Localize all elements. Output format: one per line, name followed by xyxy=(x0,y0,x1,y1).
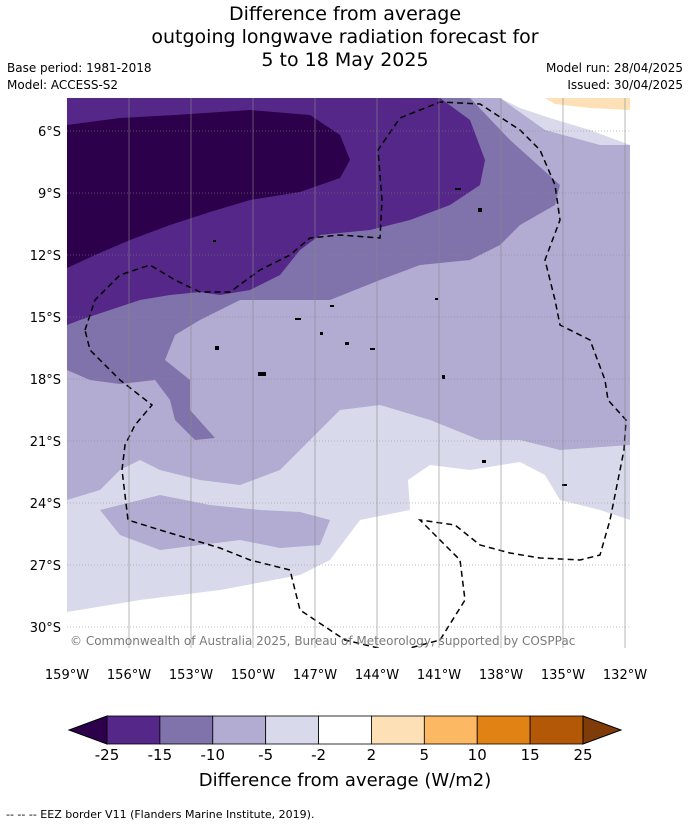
colorbar-segment xyxy=(106,715,161,745)
colorbar-segment xyxy=(318,715,372,745)
eez-border xyxy=(84,101,627,648)
lon-label: 141°W xyxy=(417,668,461,683)
colorbar-tick-label: -2 xyxy=(311,746,327,764)
colorbar-title: Difference from average (W/m2) xyxy=(198,770,492,791)
chart-title-line-1: Difference from average xyxy=(228,3,462,25)
model-label: Model: ACCESS-S2 xyxy=(7,78,119,92)
lat-label: 21°S xyxy=(30,435,61,450)
lon-label: 150°W xyxy=(231,668,275,683)
lat-label: 9°S xyxy=(38,187,61,202)
colorbar-extend-low xyxy=(67,715,108,745)
colorbar-tick-label: 5 xyxy=(419,746,430,764)
colorbar-segment xyxy=(212,715,267,745)
field-near-normal-south xyxy=(67,462,630,648)
colorbar-tick-label: 2 xyxy=(366,746,377,764)
lat-label: 27°S xyxy=(30,559,61,574)
colorbar-extend-high xyxy=(582,715,623,745)
issued-label: Issued: 30/04/2025 xyxy=(567,78,683,92)
colorbar-tick-label: 10 xyxy=(467,746,487,764)
lat-label: 15°S xyxy=(30,311,61,326)
longitude-axis: 159°W 156°W 153°W 150°W 147°W 144°W 141°… xyxy=(45,668,647,683)
contour-fields xyxy=(67,98,630,648)
field-minus10-to-minus5-tongue xyxy=(100,495,330,550)
eez-footer-note: -- -- -- EEZ border V11 (Flanders Marine… xyxy=(6,808,315,821)
field-positive-patch xyxy=(545,98,630,110)
lat-label: 12°S xyxy=(30,249,61,264)
colorbar-segment xyxy=(265,715,319,745)
lon-label: 156°W xyxy=(107,668,151,683)
lat-label: 18°S xyxy=(30,373,61,388)
colorbar xyxy=(67,715,623,745)
chart-title-line-3: 5 to 18 May 2025 xyxy=(261,49,429,71)
gridlines xyxy=(67,98,630,648)
colorbar-segment xyxy=(423,715,478,745)
colorbar-segment xyxy=(529,715,584,745)
island-markers xyxy=(213,188,567,486)
lon-label: 153°W xyxy=(169,668,213,683)
lon-label: 135°W xyxy=(541,668,585,683)
colorbar-tick-label: 25 xyxy=(573,746,593,764)
field-near-normal-northeast xyxy=(500,98,630,145)
colorbar-segment xyxy=(371,715,425,745)
base-period-label: Base period: 1981-2018 xyxy=(7,61,152,75)
colorbar-tick-label: -5 xyxy=(258,746,274,764)
lat-label: 30°S xyxy=(30,621,61,636)
colorbar-tick-label: 15 xyxy=(520,746,540,764)
colorbar-segment xyxy=(476,715,531,745)
model-run-label: Model run: 28/04/2025 xyxy=(545,61,683,75)
lat-label: 6°S xyxy=(38,125,61,140)
lon-label: 147°W xyxy=(293,668,337,683)
copyright-notice: © Commonwealth of Australia 2025, Bureau… xyxy=(70,634,576,648)
latitude-axis: 6°S 9°S 12°S 15°S 18°S 21°S 24°S 27°S 30… xyxy=(30,125,61,636)
chart-title-line-2: outgoing longwave radiation forecast for xyxy=(151,26,539,48)
lon-label: 144°W xyxy=(355,668,399,683)
colorbar-tick-label: -10 xyxy=(200,746,226,764)
lat-label: 24°S xyxy=(30,497,61,512)
lon-label: 138°W xyxy=(479,668,523,683)
lon-label: 132°W xyxy=(603,668,647,683)
colorbar-tick-label: -15 xyxy=(147,746,173,764)
colorbar-tick-label: -25 xyxy=(94,746,120,764)
lon-label: 159°W xyxy=(45,668,89,683)
colorbar-segment xyxy=(159,715,214,745)
field-below-minus25 xyxy=(67,110,350,268)
